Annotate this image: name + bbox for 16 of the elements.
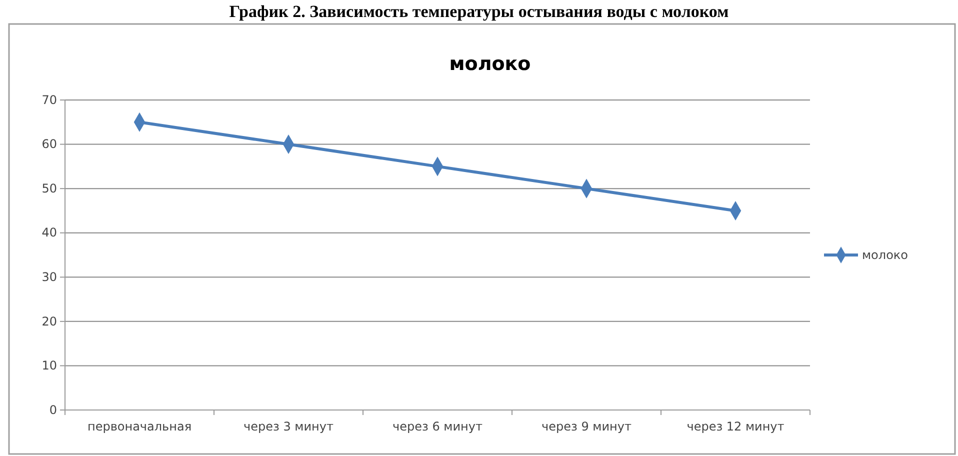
- y-tick-label: 60: [42, 137, 57, 152]
- x-tick-label: первоначальная: [87, 420, 192, 434]
- y-tick-label: 0: [49, 402, 57, 417]
- x-tick-label: через 6 минут: [392, 420, 482, 434]
- y-tick-label: 50: [42, 181, 57, 196]
- y-tick-label: 20: [42, 314, 57, 328]
- y-tick-label: 70: [42, 92, 57, 107]
- x-tick-label: через 9 минут: [542, 420, 632, 434]
- y-tick-label: 10: [42, 358, 57, 373]
- y-tick-label: 30: [42, 270, 57, 284]
- legend-label: молоко: [862, 248, 908, 262]
- y-tick-label: 40: [42, 226, 57, 240]
- chart-subtitle: молоко: [449, 53, 531, 75]
- chart-title: График 2. Зависимость температуры остывания воды с молоком: [229, 2, 730, 21]
- x-tick-label: через 3 минут: [244, 420, 334, 434]
- x-tick-label: через 12 минут: [686, 420, 784, 434]
